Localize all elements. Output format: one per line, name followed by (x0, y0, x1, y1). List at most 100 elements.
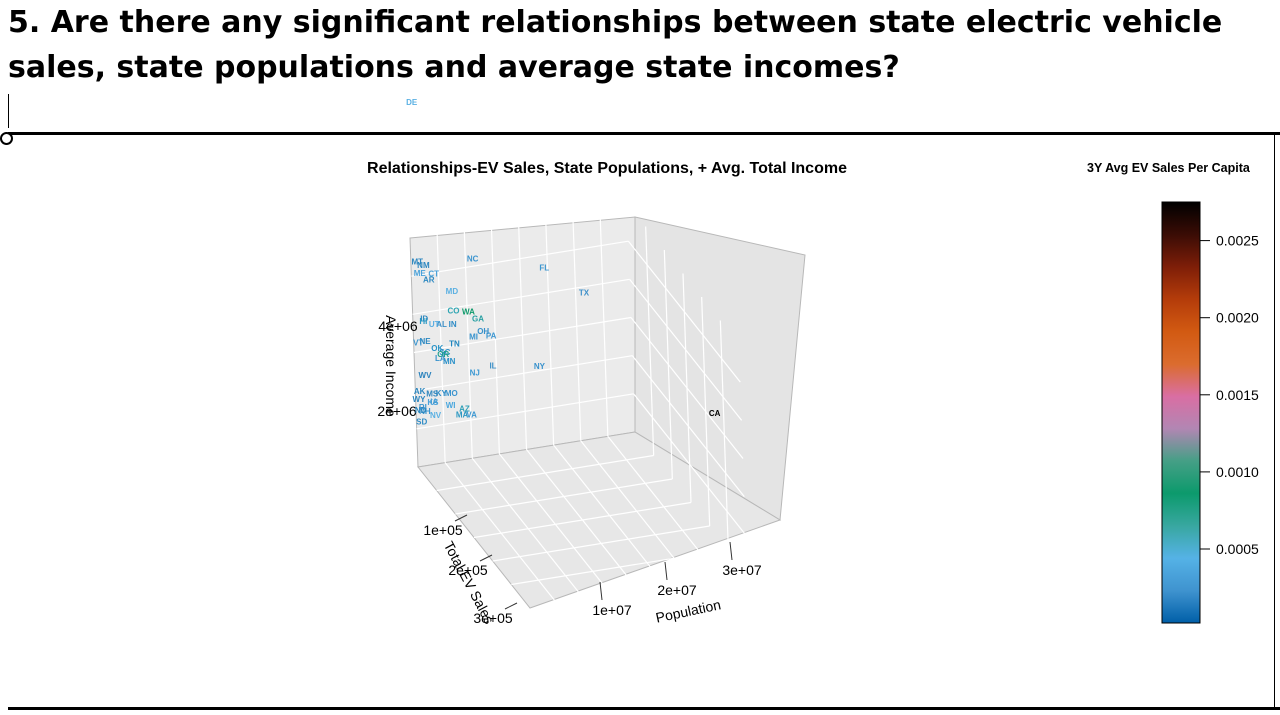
grid-line (411, 240, 629, 277)
chart-title: Relationships-EV Sales, State Population… (367, 160, 847, 177)
point-sd: SD (416, 418, 427, 427)
grid-line (473, 501, 692, 539)
point-ks: KS (427, 398, 439, 407)
text-cursor (8, 94, 9, 128)
x-tick-mark (599, 581, 603, 601)
point-nh: NH (419, 407, 431, 416)
colorbar-tick-label: 0.0005 (1216, 541, 1259, 557)
point-md: MD (446, 287, 459, 296)
x-tick-label: 1e+07 (592, 602, 632, 618)
point-ok: OK (431, 344, 443, 353)
grid-line (492, 525, 710, 562)
point-wv: WV (419, 371, 433, 380)
colorbar-legend: 3Y Avg EV Sales Per Capita 0.00050.00100… (1087, 161, 1259, 624)
point-ms: MS (426, 390, 439, 399)
resize-handle-icon[interactable] (0, 132, 13, 145)
grid-line (701, 296, 711, 527)
point-mn: MN (443, 357, 456, 366)
y-tick-label: 2e+05 (448, 562, 488, 578)
point-mo: MO (445, 389, 458, 398)
point-ut: UT (429, 320, 440, 329)
point-wi: WI (446, 401, 456, 410)
grid-line (663, 249, 673, 480)
colorbar-ticks: 0.0005 0.0010 0.0015 0.0020 0.0025 (1200, 233, 1259, 557)
point-fl: FL (539, 264, 549, 273)
top-border-line (8, 132, 1280, 135)
point-vt: VT (413, 339, 423, 348)
question-heading: 5. Are there any significant relationshi… (8, 5, 1223, 85)
point-de: DE (406, 98, 418, 107)
point-ma: MA (456, 411, 469, 420)
point-ca: CA (709, 409, 721, 418)
grid-lines (411, 207, 747, 604)
point-ar: AR (423, 275, 435, 284)
point-id: ID (420, 315, 428, 324)
point-nd: ND (415, 406, 427, 415)
y-tick-label: 1e+05 (423, 522, 463, 538)
point-nm: NM (417, 261, 430, 270)
point-wy: WY (413, 395, 427, 404)
point-me: ME (414, 269, 427, 278)
point-ri: RI (419, 403, 427, 412)
point-in: IN (449, 320, 457, 329)
colorbar-title: 3Y Avg EV Sales Per Capita (1087, 161, 1251, 175)
y-tick-mark (504, 602, 518, 610)
point-oh: OH (477, 327, 489, 336)
x-tick-label: 3e+07 (722, 562, 762, 578)
point-wa: WA (462, 307, 475, 316)
point-il: IL (489, 362, 496, 371)
point-ne: NE (419, 337, 431, 346)
x-tick-mark (664, 561, 668, 581)
point-mt: MT (412, 257, 424, 266)
point-hi: HI (419, 317, 427, 326)
grid-line (682, 273, 692, 503)
x-axis-label: Population (654, 596, 722, 625)
grid-line (416, 393, 634, 430)
x-tick-label: 2e+07 (657, 582, 697, 598)
point-az: AZ (459, 405, 470, 414)
grid-line (511, 548, 729, 586)
colorbar-tick-label: 0.0025 (1216, 233, 1259, 249)
point-nv: NV (430, 411, 442, 420)
colorbar-gradient (1161, 201, 1201, 624)
point-al: AL (436, 320, 447, 329)
grid-line (719, 320, 729, 550)
colorbar-tick-label: 0.0015 (1216, 387, 1259, 403)
point-mi: MI (469, 333, 478, 342)
right-border-line (1274, 134, 1275, 708)
point-ia: IA (430, 397, 438, 406)
colorbar-tick-label: 0.0020 (1216, 310, 1259, 326)
point-ky: KY (436, 389, 448, 398)
y-tick-label: 3e+05 (473, 610, 513, 626)
bottom-border-line (8, 707, 1280, 710)
point-or: OR (437, 350, 449, 359)
point-ct: CT (428, 270, 439, 279)
z-axis-label: Average Income (383, 315, 399, 417)
point-va: VA (466, 410, 477, 419)
point-tn: TN (449, 340, 460, 349)
point-co: CO (448, 307, 460, 316)
grid-line (455, 478, 673, 515)
point-sc: SC (439, 348, 450, 357)
x-tick-mark (729, 541, 733, 561)
colorbar-tick-label: 0.0010 (1216, 464, 1259, 480)
point-pa: PA (486, 332, 497, 341)
y-tick-mark (454, 514, 468, 522)
point-ga: GA (472, 315, 484, 324)
point-ak: AK (414, 387, 426, 396)
z-tick-label: 4e+06 (378, 318, 418, 334)
y-tick-mark (479, 554, 493, 562)
grid-line (415, 355, 633, 392)
grid-line (412, 278, 630, 315)
point-nc: NC (467, 255, 479, 264)
point-ny: NY (534, 362, 546, 371)
point-la: LA (435, 354, 446, 363)
z-tick-label: 2e+06 (377, 403, 417, 419)
grid-line (436, 454, 654, 492)
point-nj: NJ (470, 369, 480, 378)
point-tx: TX (579, 289, 590, 298)
grid-line (645, 226, 655, 456)
grid-line (413, 316, 632, 354)
